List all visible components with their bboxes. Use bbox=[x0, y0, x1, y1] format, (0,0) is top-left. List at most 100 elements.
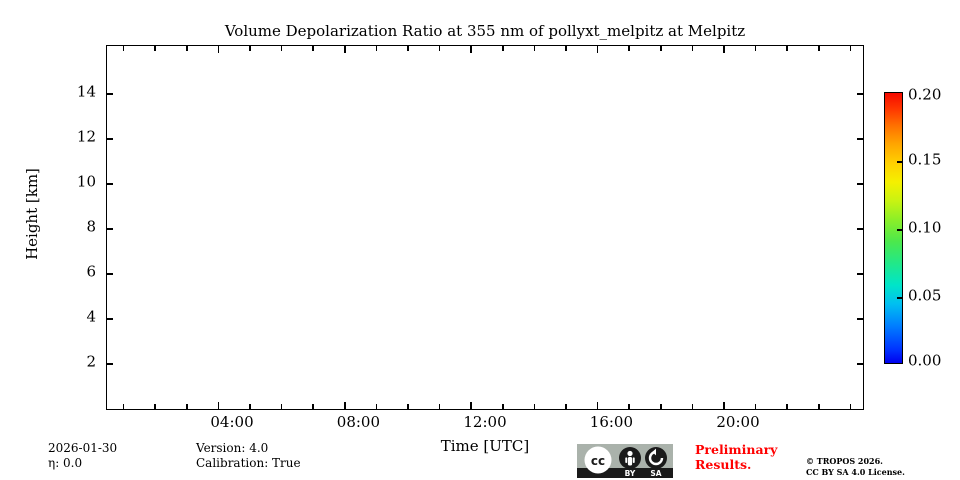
x-tick-minor bbox=[786, 404, 788, 409]
x-tick-minor bbox=[565, 404, 567, 409]
page-title: Volume Depolarization Ratio at 355 nm of… bbox=[224, 22, 746, 40]
x-tick-label: 12:00 bbox=[463, 413, 507, 431]
x-tick-major bbox=[344, 402, 346, 409]
x-tick-minor-top bbox=[565, 46, 567, 51]
x-tick-minor bbox=[122, 404, 125, 409]
x-tick-label: 20:00 bbox=[716, 413, 760, 431]
y-tick-right bbox=[857, 228, 863, 230]
colorbar-tick-label: 0.15 bbox=[908, 150, 942, 169]
x-tick-minor-top bbox=[280, 46, 283, 51]
x-tick-major-top bbox=[344, 46, 346, 53]
x-tick-minor bbox=[502, 404, 504, 409]
y-tick-right bbox=[857, 318, 863, 320]
x-axis-label: Time [UTC] bbox=[440, 437, 530, 455]
y-tick bbox=[107, 93, 113, 95]
y-tick-right bbox=[857, 273, 863, 275]
x-tick-minor-top bbox=[249, 46, 251, 51]
x-tick-minor-top bbox=[818, 46, 820, 51]
colorbar-tick-label: 0.05 bbox=[908, 286, 942, 305]
x-tick-minor-top bbox=[186, 46, 188, 51]
y-tick bbox=[107, 273, 113, 275]
x-tick-minor-top bbox=[849, 46, 852, 51]
x-tick-minor-top bbox=[754, 46, 757, 51]
x-tick-minor bbox=[154, 404, 156, 409]
x-tick-minor bbox=[186, 404, 188, 409]
x-tick-minor bbox=[628, 404, 630, 409]
x-tick-minor bbox=[407, 404, 409, 409]
copyright-line-2: CC BY SA 4.0 License. bbox=[806, 466, 905, 477]
x-tick-minor bbox=[691, 404, 694, 409]
y-tick bbox=[107, 318, 113, 320]
sa-label: SA bbox=[650, 469, 661, 478]
copyright-line-1: © TROPOS 2026. bbox=[806, 456, 883, 466]
creative-commons-by-sa-badge: cc BY SA bbox=[577, 444, 673, 478]
x-tick-minor bbox=[312, 404, 314, 409]
x-tick-minor-top bbox=[660, 46, 662, 51]
x-tick-minor-top bbox=[691, 46, 694, 51]
colorbar bbox=[884, 92, 903, 364]
colorbar-tick-label: 0.20 bbox=[908, 85, 942, 104]
plot-axes-frame bbox=[106, 45, 864, 410]
x-tick-minor-top bbox=[533, 46, 536, 51]
x-tick-label: 16:00 bbox=[589, 413, 634, 431]
footer-calibration: Calibration: True bbox=[196, 456, 301, 470]
x-tick-minor bbox=[280, 404, 283, 409]
x-tick-minor-top bbox=[786, 46, 788, 51]
colorbar-gradient bbox=[884, 92, 903, 364]
footer-date: 2026-01-30 bbox=[48, 441, 118, 455]
x-tick-major-top bbox=[723, 46, 725, 53]
footer-version: Version: 4.0 bbox=[196, 441, 269, 455]
y-tick-label: 12 bbox=[76, 127, 96, 146]
y-tick bbox=[107, 138, 113, 140]
y-tick-right bbox=[857, 363, 863, 365]
x-tick-minor bbox=[438, 404, 441, 409]
y-tick-label: 6 bbox=[86, 262, 96, 281]
colorbar-tick bbox=[897, 161, 903, 163]
preliminary-results-notice: Preliminary Results. bbox=[695, 442, 778, 472]
x-tick-minor bbox=[249, 404, 251, 409]
x-tick-minor bbox=[533, 404, 536, 409]
x-tick-minor bbox=[818, 404, 820, 409]
y-tick-label: 14 bbox=[76, 82, 96, 101]
x-tick-minor bbox=[660, 404, 662, 409]
colorbar-tick-label: 0.00 bbox=[908, 351, 942, 370]
y-tick-label: 2 bbox=[86, 352, 96, 371]
y-tick-label: 8 bbox=[86, 217, 96, 236]
y-tick-label: 4 bbox=[86, 307, 96, 326]
x-tick-major-top bbox=[596, 46, 599, 53]
x-tick-major-top bbox=[470, 46, 472, 53]
footer-eta: η: 0.0 bbox=[48, 456, 83, 470]
y-tick-label: 10 bbox=[76, 172, 96, 191]
y-tick bbox=[107, 228, 113, 230]
cc-glyph: cc bbox=[591, 454, 605, 468]
x-tick-major-top bbox=[217, 46, 220, 53]
copyright-notice: © TROPOS 2026. CC BY SA 4.0 License. bbox=[806, 456, 905, 477]
x-tick-minor-top bbox=[502, 46, 504, 51]
x-tick-minor-top bbox=[438, 46, 441, 51]
x-tick-minor-top bbox=[407, 46, 409, 51]
x-tick-minor-top bbox=[375, 46, 378, 51]
x-tick-major bbox=[470, 402, 472, 409]
x-tick-minor bbox=[754, 404, 757, 409]
colorbar-tick bbox=[897, 229, 903, 231]
x-tick-minor-top bbox=[628, 46, 630, 51]
x-tick-label: 04:00 bbox=[210, 413, 254, 431]
x-tick-minor-top bbox=[154, 46, 156, 51]
x-tick-major bbox=[217, 402, 220, 409]
x-tick-label: 08:00 bbox=[336, 413, 381, 431]
colorbar-tick-label: 0.10 bbox=[908, 218, 942, 237]
by-label: BY bbox=[625, 469, 636, 478]
x-tick-minor-top bbox=[312, 46, 314, 51]
y-tick bbox=[107, 183, 113, 185]
colorbar-tick bbox=[897, 297, 903, 299]
y-tick-right bbox=[857, 138, 863, 140]
x-tick-minor-top bbox=[122, 46, 125, 51]
x-tick-minor bbox=[375, 404, 378, 409]
x-tick-major bbox=[723, 402, 725, 409]
x-tick-major bbox=[596, 402, 599, 409]
x-tick-minor bbox=[849, 404, 852, 409]
y-tick-right bbox=[857, 93, 863, 95]
y-tick-right bbox=[857, 183, 863, 185]
plot-data-area bbox=[107, 46, 863, 409]
y-tick bbox=[107, 363, 113, 365]
